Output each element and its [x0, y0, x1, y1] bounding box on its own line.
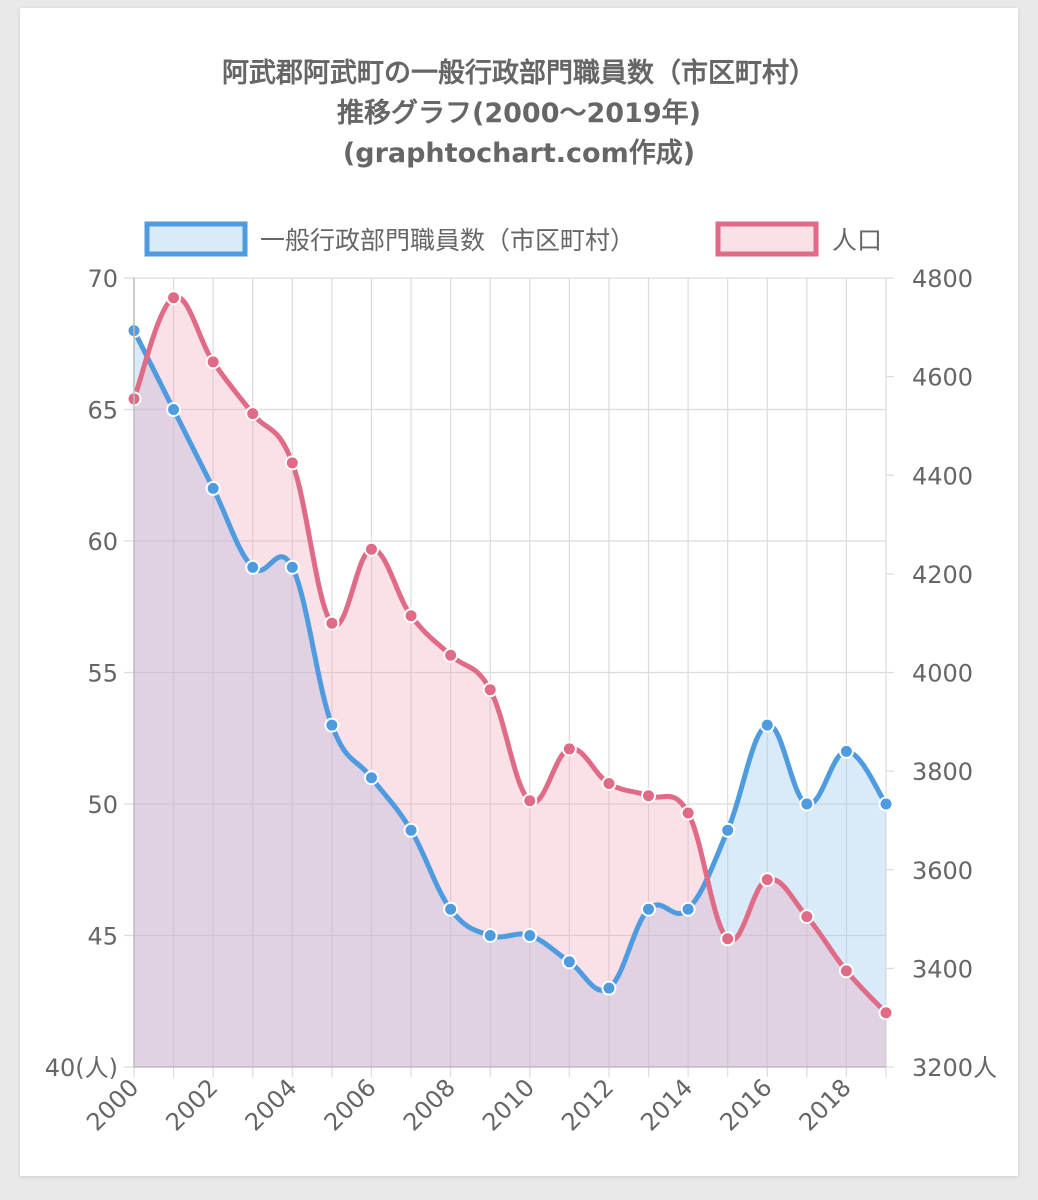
point-staff[interactable]	[680, 901, 696, 917]
y-left-tick-label: 40(人)	[45, 1054, 118, 1082]
point-staff[interactable]	[720, 822, 736, 838]
chart-title-line-3: (graphtochart.com作成)	[342, 138, 696, 169]
point-staff[interactable]	[205, 480, 221, 496]
point-population[interactable]	[245, 406, 261, 422]
area-population	[134, 297, 886, 1067]
point-population[interactable]	[166, 290, 182, 306]
y-left-tick-label: 55	[87, 660, 118, 688]
point-population[interactable]	[403, 608, 419, 624]
y-right-tick-label: 4200	[912, 561, 973, 589]
y-right-tick-label: 3400	[912, 955, 973, 983]
area-staff	[134, 330, 886, 1068]
x-tick-label: 2018	[794, 1073, 857, 1136]
point-staff[interactable]	[482, 928, 498, 943]
point-population[interactable]	[601, 775, 617, 791]
point-population[interactable]	[878, 1005, 894, 1021]
point-staff[interactable]	[522, 928, 538, 943]
chart-card	[20, 8, 1018, 1176]
y-right-tick-label: 3800	[912, 758, 973, 786]
point-staff[interactable]	[166, 402, 182, 417]
y-left-tick-label: 50	[87, 791, 118, 819]
point-staff[interactable]	[245, 559, 261, 575]
x-tick-label: 2002	[160, 1073, 223, 1136]
x-tick-label: 2010	[477, 1073, 540, 1136]
point-staff[interactable]	[443, 901, 459, 917]
y-right-tick-label: 3600	[912, 857, 973, 885]
point-population[interactable]	[720, 931, 736, 947]
y-right-tick-label: 4400	[912, 462, 973, 490]
y-right-tick-label: 4800	[912, 265, 973, 293]
point-staff[interactable]	[878, 796, 894, 812]
point-staff[interactable]	[641, 901, 657, 917]
point-population[interactable]	[284, 455, 300, 471]
point-population[interactable]	[482, 682, 498, 698]
point-staff[interactable]	[561, 954, 577, 970]
legend-swatch-population	[715, 221, 819, 257]
x-tick-label: 2014	[635, 1073, 698, 1136]
point-population[interactable]	[641, 788, 657, 804]
y-right-tick-label: 3200人	[912, 1054, 997, 1082]
point-staff[interactable]	[759, 717, 775, 733]
point-population[interactable]	[680, 805, 696, 821]
y-left-tick-label: 70	[87, 265, 118, 293]
point-staff[interactable]	[403, 822, 419, 838]
y-right-tick-label: 4000	[912, 660, 973, 688]
point-staff[interactable]	[838, 743, 854, 759]
point-population[interactable]	[443, 647, 459, 663]
point-staff[interactable]	[284, 559, 300, 575]
series-areas	[134, 297, 886, 1068]
point-staff[interactable]	[363, 770, 379, 786]
point-population[interactable]	[363, 541, 379, 557]
y-left-tick-label: 65	[87, 397, 118, 425]
chart-title: 阿武郡阿武町の一般行政部門職員数（市区町村） 推移グラフ(2000〜2019年)…	[0, 54, 1038, 174]
point-staff[interactable]	[324, 717, 340, 733]
legend-item-staff[interactable]: 一般行政部門職員数（市区町村）	[144, 221, 635, 257]
x-tick-label: 2008	[398, 1073, 461, 1136]
point-population[interactable]	[324, 615, 340, 631]
point-population[interactable]	[838, 963, 854, 979]
point-population[interactable]	[205, 354, 221, 370]
y-left-tick-label: 60	[87, 528, 118, 556]
point-population[interactable]	[759, 872, 775, 888]
legend-label-staff: 一般行政部門職員数（市区町村）	[260, 226, 635, 255]
y-right-tick-label: 4600	[912, 364, 973, 392]
x-tick-label: 2016	[715, 1073, 778, 1136]
point-staff[interactable]	[799, 796, 815, 812]
legend-label-population: 人口	[832, 226, 882, 255]
x-tick-label: 2000	[81, 1073, 144, 1136]
point-population[interactable]	[522, 793, 538, 809]
series-points	[126, 290, 894, 1021]
point-staff[interactable]	[601, 980, 617, 996]
legend-item-population[interactable]: 人口	[715, 221, 882, 257]
point-population[interactable]	[561, 741, 577, 757]
point-population[interactable]	[799, 909, 815, 925]
x-tick-label: 2004	[240, 1073, 303, 1136]
legend-swatch-staff	[144, 221, 248, 257]
x-tick-label: 2012	[556, 1073, 619, 1136]
y-left-tick-label: 45	[87, 923, 118, 951]
chart-title-line-1: 阿武郡阿武町の一般行政部門職員数（市区町村）	[222, 58, 816, 89]
legend[interactable]: 一般行政部門職員数（市区町村） 人口	[144, 221, 882, 257]
x-tick-label: 2006	[319, 1073, 382, 1136]
chart-title-line-2: 推移グラフ(2000〜2019年)	[337, 98, 701, 129]
